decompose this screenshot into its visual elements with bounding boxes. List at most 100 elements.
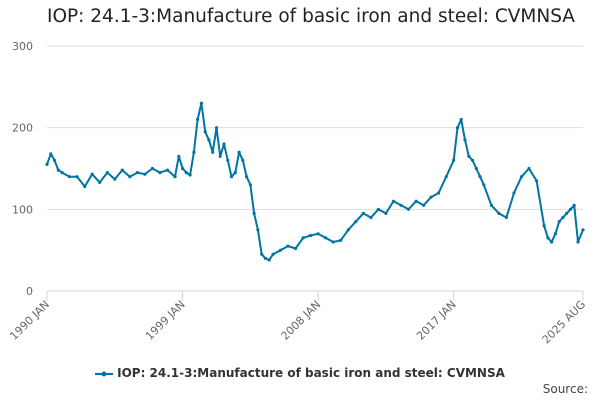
data-point[interactable] [245, 175, 249, 179]
data-point[interactable] [143, 172, 147, 176]
data-point[interactable] [45, 162, 49, 166]
data-point[interactable] [229, 175, 234, 179]
data-point[interactable] [135, 171, 139, 175]
source-label[interactable]: Source: [542, 382, 588, 396]
data-point[interactable] [361, 211, 365, 215]
legend[interactable]: IOP: 24.1-3:Manufacture of basic iron an… [0, 366, 600, 380]
data-point[interactable] [519, 175, 524, 179]
data-point[interactable] [211, 150, 215, 154]
data-point[interactable] [203, 130, 207, 134]
data-point[interactable] [177, 154, 181, 158]
data-point[interactable] [233, 171, 237, 175]
data-point[interactable] [504, 215, 508, 220]
data-point[interactable] [241, 158, 245, 162]
data-point[interactable] [546, 236, 550, 240]
data-point[interactable] [222, 142, 226, 146]
data-point[interactable] [557, 220, 561, 224]
data-point[interactable] [391, 199, 396, 203]
data-point[interactable] [128, 175, 132, 179]
data-point[interactable] [512, 191, 516, 195]
data-point[interactable] [199, 101, 203, 105]
series-line[interactable] [46, 102, 584, 261]
data-point[interactable] [252, 211, 256, 215]
data-point[interactable] [474, 166, 478, 171]
data-point[interactable] [376, 207, 380, 211]
data-point[interactable] [98, 180, 102, 184]
data-point[interactable] [49, 152, 53, 156]
data-point[interactable] [226, 158, 230, 162]
data-point[interactable] [316, 232, 320, 236]
data-point[interactable] [260, 252, 264, 256]
data-point[interactable] [150, 166, 154, 171]
data-point[interactable] [452, 158, 456, 162]
data-point[interactable] [60, 171, 64, 175]
data-point[interactable] [218, 154, 222, 158]
data-point[interactable] [324, 236, 328, 240]
data-point[interactable] [286, 244, 290, 248]
data-point[interactable] [561, 215, 565, 220]
data-point[interactable] [470, 158, 475, 162]
data-point[interactable] [422, 203, 426, 207]
data-point[interactable] [354, 220, 358, 224]
data-point[interactable] [278, 248, 283, 252]
data-point[interactable] [497, 211, 501, 215]
data-point[interactable] [248, 183, 252, 187]
data-point[interactable] [527, 166, 531, 171]
data-point[interactable] [90, 172, 94, 176]
data-point[interactable] [467, 154, 471, 158]
data-point[interactable] [237, 150, 241, 154]
data-point[interactable] [369, 215, 373, 220]
data-point[interactable] [181, 166, 185, 171]
data-point[interactable] [75, 175, 79, 179]
data-point[interactable] [256, 228, 260, 232]
data-point[interactable] [83, 184, 87, 189]
data-point[interactable] [309, 233, 313, 238]
data-point[interactable] [267, 258, 271, 262]
data-point[interactable] [56, 168, 60, 172]
data-point[interactable] [463, 138, 467, 142]
data-point[interactable] [542, 224, 546, 228]
data-point[interactable] [482, 183, 486, 187]
data-point[interactable] [165, 168, 170, 172]
data-point[interactable] [565, 211, 569, 215]
data-point[interactable] [581, 228, 585, 232]
data-point[interactable] [301, 236, 305, 240]
data-point[interactable] [196, 117, 200, 122]
data-point[interactable] [572, 203, 576, 207]
data-point[interactable] [399, 203, 403, 207]
data-point[interactable] [331, 240, 335, 244]
data-point[interactable] [478, 175, 482, 179]
data-point[interactable] [184, 171, 188, 175]
data-point[interactable] [192, 150, 196, 154]
data-point[interactable] [414, 199, 418, 203]
data-point[interactable] [113, 177, 117, 181]
data-point[interactable] [550, 240, 554, 244]
data-point[interactable] [271, 252, 275, 256]
data-point[interactable] [105, 171, 109, 175]
data-point[interactable] [576, 240, 580, 244]
data-point[interactable] [568, 207, 573, 211]
data-point[interactable] [207, 138, 211, 142]
data-point[interactable] [489, 203, 493, 207]
data-point[interactable] [263, 256, 267, 260]
data-point[interactable] [553, 232, 558, 236]
data-point[interactable] [339, 238, 343, 242]
data-point[interactable] [429, 195, 433, 199]
data-point[interactable] [437, 191, 441, 195]
data-point[interactable] [188, 173, 192, 177]
data-point[interactable] [535, 179, 539, 183]
data-point[interactable] [214, 126, 219, 130]
data-point[interactable] [293, 246, 298, 251]
data-point[interactable] [455, 126, 460, 130]
series-group[interactable] [45, 101, 585, 262]
data-point[interactable] [406, 207, 411, 211]
data-point[interactable] [384, 211, 388, 215]
data-point[interactable] [120, 168, 124, 172]
data-point[interactable] [346, 228, 350, 232]
data-point[interactable] [68, 175, 72, 179]
data-point[interactable] [158, 171, 162, 175]
data-point[interactable] [459, 117, 463, 122]
data-point[interactable] [173, 175, 177, 179]
data-point[interactable] [52, 158, 57, 162]
data-point[interactable] [444, 175, 448, 179]
